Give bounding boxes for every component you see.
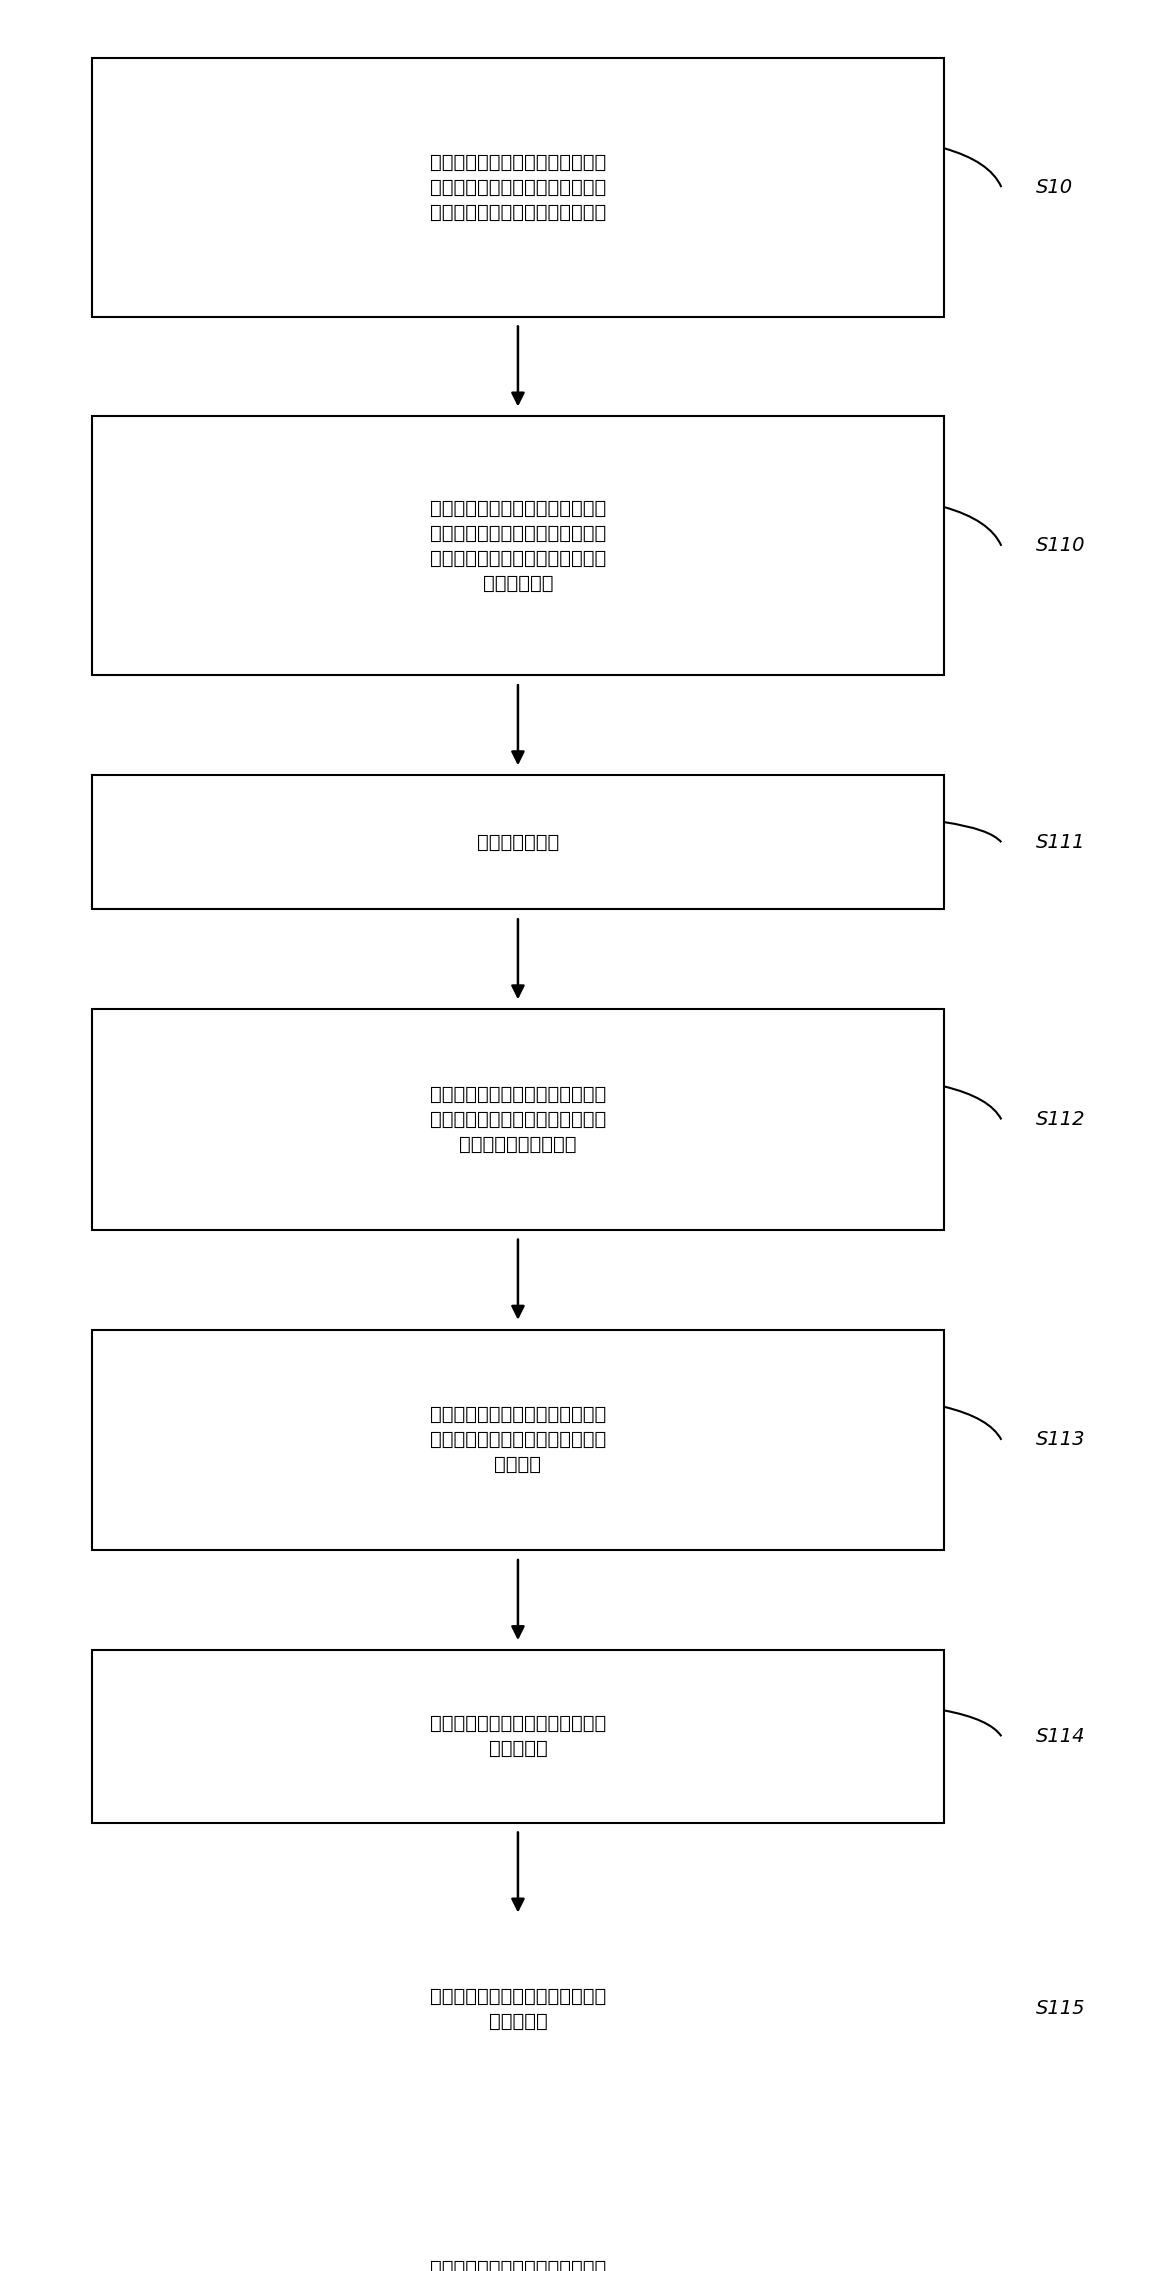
FancyBboxPatch shape bbox=[92, 1008, 944, 1231]
Text: S115: S115 bbox=[1036, 1998, 1085, 2019]
FancyBboxPatch shape bbox=[92, 1651, 944, 1824]
FancyBboxPatch shape bbox=[92, 2194, 944, 2271]
Text: S114: S114 bbox=[1036, 1726, 1085, 1746]
Text: 将测试探针扎到接线电极上，以向
接线电极输入测试信号: 将测试探针扎到接线电极上，以向 接线电极输入测试信号 bbox=[429, 2260, 607, 2271]
Text: 采用有机膜的刻蚀方法对有机膜的
目标位置进行刻蚀，使刻蚀后的有
机膜的目标位置的厚度为预设厚度: 采用有机膜的刻蚀方法对有机膜的 目标位置进行刻蚀，使刻蚀后的有 机膜的目标位置的… bbox=[429, 152, 607, 223]
Text: 通过聚焦离子束清理有机膜的目标
位置的表面: 通过聚焦离子束清理有机膜的目标 位置的表面 bbox=[429, 1987, 607, 2030]
Text: S113: S113 bbox=[1036, 1431, 1085, 1449]
FancyBboxPatch shape bbox=[92, 1329, 944, 1551]
Text: S10: S10 bbox=[1036, 177, 1073, 198]
Text: 通过聚焦离子束在有机膜和基板的
对应晶体管电路的栅极、源极和漏
极的位置分别形成过孔: 通过聚焦离子束在有机膜和基板的 对应晶体管电路的栅极、源极和漏 极的位置分别形成… bbox=[429, 1086, 607, 1154]
FancyBboxPatch shape bbox=[92, 57, 944, 316]
Text: 定位晶体管电路: 定位晶体管电路 bbox=[477, 833, 559, 852]
FancyBboxPatch shape bbox=[92, 774, 944, 908]
Text: S110: S110 bbox=[1036, 536, 1085, 556]
Text: 通过聚焦离子束将晶体管电路与外
围电路隔断: 通过聚焦离子束将晶体管电路与外 围电路隔断 bbox=[429, 1715, 607, 1758]
Text: S112: S112 bbox=[1036, 1111, 1085, 1129]
Text: 通过聚焦离子束在过孔中沉积金属
导电材料，以形成凸出于过孔外的
接线电极: 通过聚焦离子束在过孔中沉积金属 导电材料，以形成凸出于过孔外的 接线电极 bbox=[429, 1406, 607, 1474]
Text: 通过成像设备透过有机膜的目标位
置对基板中的待修补电路走线进行
成像，以对基板中的待修补电路走
线进行预定位: 通过成像设备透过有机膜的目标位 置对基板中的待修补电路走线进行 成像，以对基板中… bbox=[429, 500, 607, 593]
Text: S111: S111 bbox=[1036, 833, 1085, 852]
FancyBboxPatch shape bbox=[92, 1921, 944, 2096]
FancyBboxPatch shape bbox=[92, 416, 944, 674]
